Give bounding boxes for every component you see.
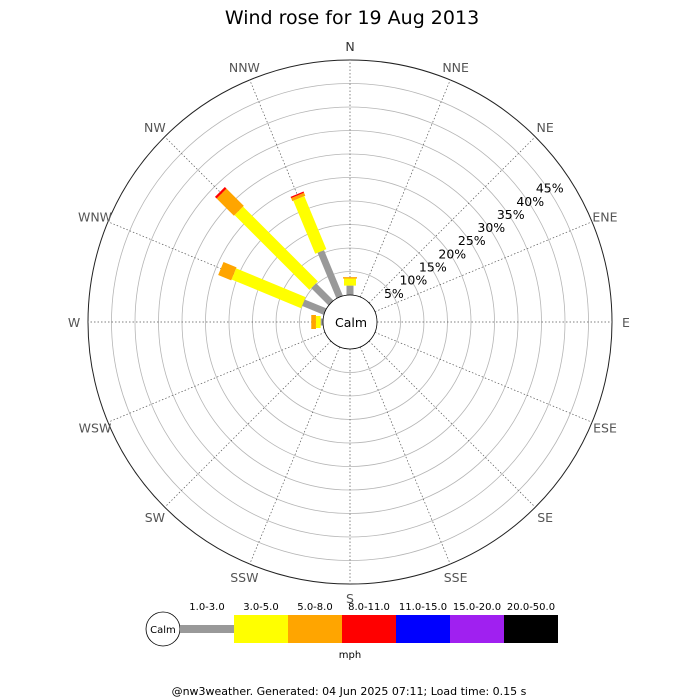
bar-wnw-bin-2 bbox=[218, 262, 237, 281]
grid-ring bbox=[299, 271, 401, 373]
legend-swatch-0 bbox=[180, 625, 234, 633]
ring-label: 25% bbox=[458, 233, 486, 248]
direction-label-nw: NW bbox=[144, 120, 166, 135]
spoke-sw bbox=[164, 340, 332, 508]
spoke-ene bbox=[374, 221, 593, 312]
spoke-ssw bbox=[249, 346, 340, 565]
legend-label-0: 1.0-3.0 bbox=[189, 602, 224, 613]
bar-wnw-bin-1 bbox=[231, 268, 306, 309]
direction-label-nnw: NNW bbox=[229, 60, 260, 75]
ring-label: 20% bbox=[438, 246, 466, 261]
spoke-nne bbox=[360, 79, 451, 298]
direction-labels: N NNE NE ENE E ESE SE SSE S SSW SW WSW W WNW NW NNW bbox=[68, 39, 630, 606]
ring-label: 10% bbox=[399, 273, 427, 288]
direction-label-ne: NE bbox=[537, 120, 554, 135]
ring-labels: 5%10%15%20%25%30%35%40%45% bbox=[384, 181, 564, 301]
bar-nw-bin-3 bbox=[214, 186, 227, 199]
grid-ring bbox=[205, 177, 495, 467]
spoke-ese bbox=[374, 332, 593, 423]
direction-label-n: N bbox=[345, 39, 354, 54]
chart-title: Wind rose for 19 Aug 2013 bbox=[225, 7, 479, 29]
direction-label-ese: ESE bbox=[593, 421, 617, 436]
legend-unit: mph bbox=[339, 650, 361, 661]
legend-swatch-4 bbox=[396, 615, 450, 643]
bar-nw-bin-2 bbox=[216, 188, 244, 216]
calm-center: Calm bbox=[322, 294, 378, 350]
ring-label: 5% bbox=[384, 286, 404, 301]
spoke-wsw bbox=[107, 332, 326, 423]
legend-label-2: 5.0-8.0 bbox=[297, 602, 332, 613]
bar-nnw-bin-1 bbox=[293, 196, 327, 254]
spoke-sse bbox=[360, 346, 451, 565]
direction-label-nne: NNE bbox=[442, 60, 469, 75]
speed-legend: Calm 1.0-3.0 3.0-5.0 5.0-8.0 8.0-11.0 11.0-1… bbox=[145, 602, 558, 661]
bar-nw-bin-1 bbox=[234, 206, 318, 290]
spoke-se bbox=[368, 340, 536, 508]
bar-nnw-bin-3 bbox=[290, 191, 305, 199]
direction-label-sse: SSE bbox=[444, 570, 468, 585]
direction-label-sw: SW bbox=[145, 510, 165, 525]
direction-label-s: S bbox=[346, 591, 354, 606]
direction-label-ene: ENE bbox=[592, 209, 617, 224]
legend-swatch-5 bbox=[450, 615, 504, 643]
direction-label-wsw: WSW bbox=[79, 421, 112, 436]
spoke-ne bbox=[368, 136, 536, 304]
legend-swatch-3 bbox=[342, 615, 396, 643]
footer-text: @nw3weather. Generated: 04 Jun 2025 07:1… bbox=[172, 685, 527, 698]
direction-label-e: E bbox=[622, 315, 630, 330]
legend-label-4: 11.0-15.0 bbox=[399, 602, 447, 613]
wind-bars bbox=[214, 186, 357, 329]
grid-ring bbox=[228, 200, 472, 444]
legend-swatch-6 bbox=[504, 615, 558, 643]
ring-label: 35% bbox=[497, 207, 525, 222]
grid-ring bbox=[134, 106, 566, 538]
legend-label-6: 20.0-50.0 bbox=[507, 602, 555, 613]
calm-label: Calm bbox=[335, 315, 367, 330]
legend-label-1: 3.0-5.0 bbox=[243, 602, 278, 613]
direction-label-w: W bbox=[68, 315, 80, 330]
ring-label: 40% bbox=[516, 194, 544, 209]
bar-wnw-bin-0 bbox=[302, 299, 327, 315]
direction-label-ssw: SSW bbox=[230, 570, 258, 585]
legend-swatch-1 bbox=[234, 615, 288, 643]
bar-nw-bin-0 bbox=[311, 283, 334, 306]
ring-label: 30% bbox=[477, 220, 505, 235]
legend-swatch-2 bbox=[288, 615, 342, 643]
legend-label-5: 15.0-20.0 bbox=[453, 602, 501, 613]
legend-label-3: 8.0-11.0 bbox=[348, 602, 390, 613]
ring-label: 15% bbox=[419, 259, 447, 274]
ring-label: 45% bbox=[536, 181, 564, 196]
direction-label-wnw: WNW bbox=[78, 209, 112, 224]
bar-nnw-bin-2 bbox=[291, 192, 306, 202]
calm-circle bbox=[322, 294, 378, 350]
direction-label-se: SE bbox=[537, 510, 553, 525]
legend-calm-label: Calm bbox=[150, 625, 176, 636]
bar-nnw-bin-0 bbox=[317, 250, 343, 299]
